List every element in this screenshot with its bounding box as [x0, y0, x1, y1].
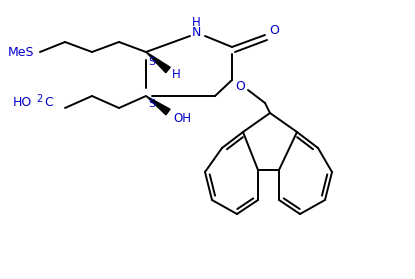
Text: HO: HO	[13, 97, 32, 109]
Text: 2: 2	[36, 94, 42, 104]
Text: O: O	[235, 81, 245, 93]
Text: H: H	[192, 16, 200, 28]
Text: O: O	[269, 23, 279, 37]
Polygon shape	[146, 96, 170, 115]
Polygon shape	[146, 52, 170, 73]
Text: OH: OH	[173, 112, 191, 124]
Text: S: S	[149, 57, 156, 67]
Text: C: C	[44, 97, 53, 109]
Text: S: S	[149, 99, 156, 109]
Text: MeS: MeS	[8, 45, 34, 59]
Text: H: H	[172, 68, 181, 81]
Text: N: N	[191, 25, 201, 39]
